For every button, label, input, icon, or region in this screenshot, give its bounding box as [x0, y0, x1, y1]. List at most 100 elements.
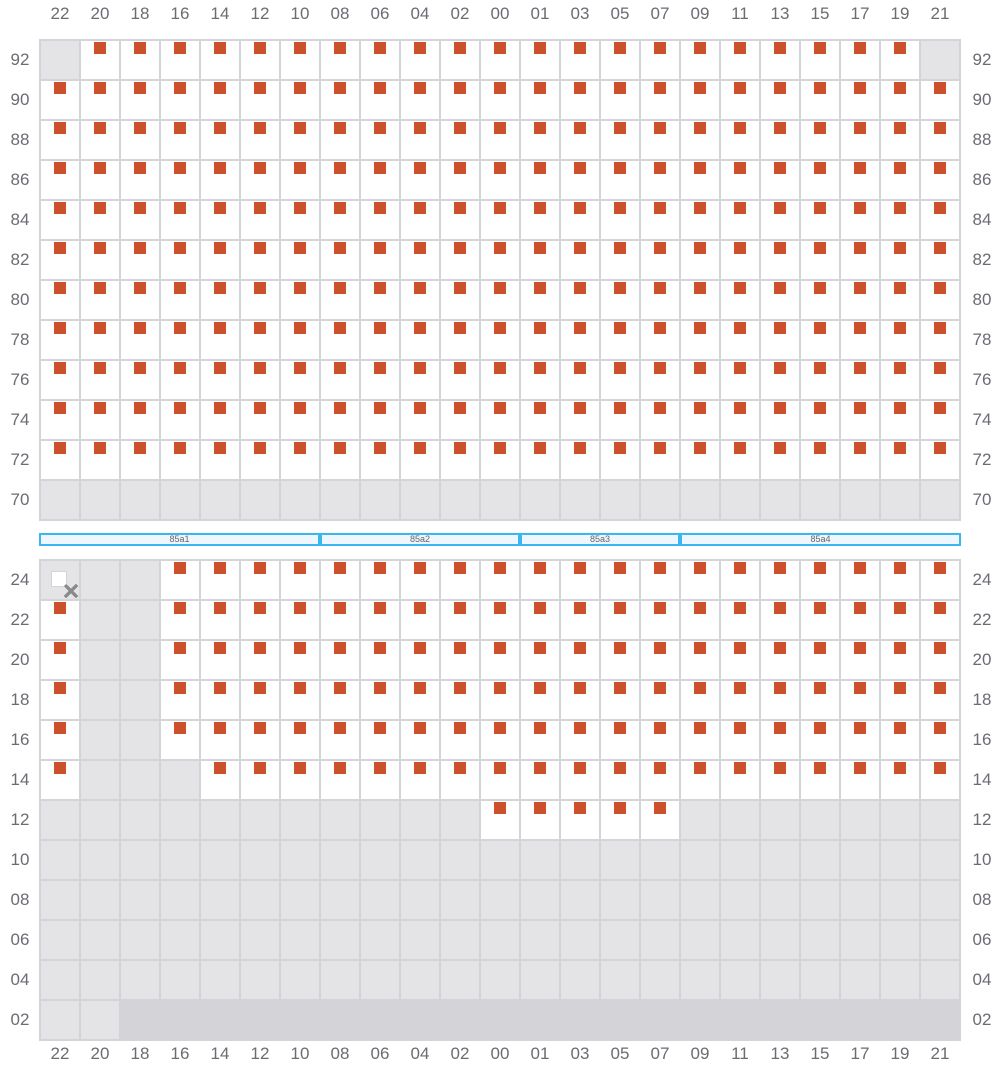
- seat[interactable]: [800, 280, 840, 320]
- seat[interactable]: [480, 200, 520, 240]
- seat[interactable]: [600, 360, 640, 400]
- seat[interactable]: [840, 400, 880, 440]
- seat[interactable]: [760, 560, 800, 600]
- seat[interactable]: [240, 40, 280, 80]
- seat[interactable]: [880, 320, 920, 360]
- seat[interactable]: [600, 320, 640, 360]
- seat[interactable]: [160, 600, 200, 640]
- seat[interactable]: [360, 400, 400, 440]
- section-85a2[interactable]: 85a2: [320, 533, 520, 546]
- seat[interactable]: [80, 280, 120, 320]
- seat[interactable]: [560, 400, 600, 440]
- seat[interactable]: [600, 80, 640, 120]
- seat[interactable]: [560, 160, 600, 200]
- seat[interactable]: [800, 120, 840, 160]
- seat[interactable]: [880, 640, 920, 680]
- seat[interactable]: [360, 240, 400, 280]
- seat[interactable]: [720, 80, 760, 120]
- seat[interactable]: [160, 400, 200, 440]
- seat[interactable]: [240, 280, 280, 320]
- seat[interactable]: [360, 80, 400, 120]
- seat[interactable]: [560, 640, 600, 680]
- seat[interactable]: [120, 240, 160, 280]
- seat[interactable]: [800, 680, 840, 720]
- seat[interactable]: [40, 120, 80, 160]
- seat[interactable]: [800, 320, 840, 360]
- seat[interactable]: [720, 160, 760, 200]
- section-85a4[interactable]: 85a4: [680, 533, 961, 546]
- seat[interactable]: [560, 440, 600, 480]
- seat[interactable]: [120, 320, 160, 360]
- seat[interactable]: [840, 40, 880, 80]
- seat[interactable]: [920, 600, 960, 640]
- seat[interactable]: [640, 360, 680, 400]
- seat[interactable]: [240, 120, 280, 160]
- seat[interactable]: [800, 440, 840, 480]
- seat[interactable]: [360, 200, 400, 240]
- seat[interactable]: [720, 120, 760, 160]
- seat[interactable]: [200, 440, 240, 480]
- section-85a3[interactable]: 85a3: [520, 533, 680, 546]
- seat[interactable]: [400, 200, 440, 240]
- seat[interactable]: [880, 560, 920, 600]
- seat[interactable]: [680, 120, 720, 160]
- seat[interactable]: [280, 600, 320, 640]
- seat[interactable]: [560, 760, 600, 800]
- seat[interactable]: [320, 200, 360, 240]
- seat[interactable]: [240, 720, 280, 760]
- seat[interactable]: [880, 600, 920, 640]
- seat[interactable]: [880, 360, 920, 400]
- seat[interactable]: [880, 80, 920, 120]
- seat[interactable]: [840, 760, 880, 800]
- seat[interactable]: [80, 320, 120, 360]
- seat[interactable]: [760, 720, 800, 760]
- seat[interactable]: [640, 280, 680, 320]
- seat[interactable]: [120, 400, 160, 440]
- seat[interactable]: [880, 720, 920, 760]
- seat[interactable]: [240, 320, 280, 360]
- seat[interactable]: [240, 640, 280, 680]
- seat[interactable]: [80, 80, 120, 120]
- seat[interactable]: [480, 280, 520, 320]
- seat[interactable]: [760, 360, 800, 400]
- seat[interactable]: [480, 600, 520, 640]
- seat[interactable]: [440, 760, 480, 800]
- seat[interactable]: [480, 360, 520, 400]
- seat[interactable]: [560, 680, 600, 720]
- seat[interactable]: [160, 440, 200, 480]
- seat[interactable]: [360, 320, 400, 360]
- seat[interactable]: [120, 40, 160, 80]
- seat[interactable]: [80, 40, 120, 80]
- seat[interactable]: [240, 240, 280, 280]
- seat[interactable]: [440, 320, 480, 360]
- seat[interactable]: [320, 680, 360, 720]
- seat[interactable]: [880, 120, 920, 160]
- seat[interactable]: [160, 120, 200, 160]
- seat[interactable]: [720, 680, 760, 720]
- seat[interactable]: [720, 640, 760, 680]
- seat[interactable]: [280, 40, 320, 80]
- seat[interactable]: [40, 280, 80, 320]
- seat[interactable]: [920, 120, 960, 160]
- seat[interactable]: [200, 120, 240, 160]
- seat[interactable]: [560, 40, 600, 80]
- seat[interactable]: [920, 680, 960, 720]
- seat[interactable]: [440, 280, 480, 320]
- seat[interactable]: [400, 600, 440, 640]
- seat[interactable]: [920, 200, 960, 240]
- seat[interactable]: [720, 400, 760, 440]
- seat[interactable]: [720, 360, 760, 400]
- seat[interactable]: [40, 80, 80, 120]
- seat[interactable]: [840, 440, 880, 480]
- seat[interactable]: [400, 160, 440, 200]
- seat[interactable]: [560, 720, 600, 760]
- seat[interactable]: [880, 200, 920, 240]
- seat[interactable]: [400, 680, 440, 720]
- seat[interactable]: [160, 40, 200, 80]
- seat[interactable]: [800, 760, 840, 800]
- seat[interactable]: [720, 440, 760, 480]
- seat[interactable]: [720, 600, 760, 640]
- seat[interactable]: [80, 160, 120, 200]
- seat[interactable]: [480, 440, 520, 480]
- seat[interactable]: [200, 720, 240, 760]
